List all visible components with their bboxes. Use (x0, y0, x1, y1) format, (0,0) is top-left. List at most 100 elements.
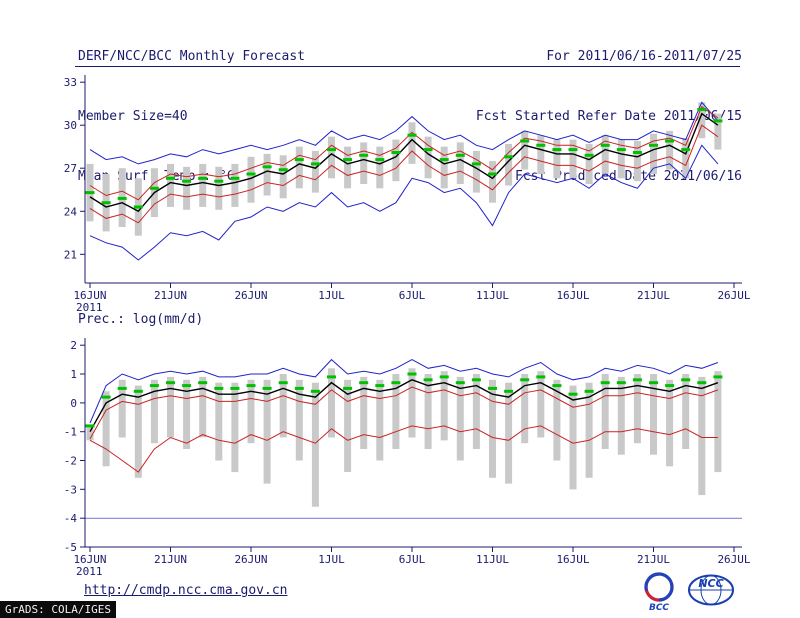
ensemble-spread-bar (360, 376, 368, 449)
ensemble-spread-bar (392, 139, 400, 182)
bcc-logo: BCC (640, 570, 678, 616)
series-p25 (89, 425, 718, 473)
temp-panel: 21 24 27 30 33 16JUN 21JUN 26JUN 1JUL 6JUL 11JUL 16… (64, 75, 751, 314)
ensemble-spread-bar (553, 379, 561, 461)
ensemble-spread-bar (456, 142, 464, 184)
ensemble-spread-bar (489, 161, 496, 203)
ensemble-spread-bar (344, 146, 352, 189)
series-p25 (89, 124, 719, 224)
x-tick-label: 21JUL (637, 289, 670, 302)
y-tick-label: -5 (64, 541, 77, 554)
ensemble-spread-bar (682, 138, 690, 179)
ensemble-spread-bar (666, 379, 674, 467)
y-tick-label: -1 (64, 426, 77, 439)
y-tick-label: -3 (64, 483, 77, 496)
x-tick-label: 26JUL (717, 553, 750, 566)
website-link[interactable]: http://cmdp.ncc.cma.gov.cn (84, 583, 288, 598)
ensemble-spread-bar (360, 142, 368, 184)
x-tick-label: 6JUL (399, 289, 426, 302)
y-tick-label: 0 (70, 397, 77, 410)
series-mean (89, 112, 719, 213)
header-divider (75, 66, 740, 67)
member-size-label: Member Size=40 (78, 109, 188, 124)
y-tick-label: 21 (64, 248, 77, 261)
ensemble-spread-bar (714, 113, 722, 150)
ensemble-spread-bar (118, 379, 126, 438)
ensemble-spread-bar (231, 163, 239, 207)
series-p75 (89, 386, 719, 440)
x-tick-label: 26JUL (717, 289, 750, 302)
y-tick-label: 2 (70, 339, 77, 352)
ensemble-spread-bar (537, 371, 545, 438)
ensemble-spread-bar (328, 136, 335, 179)
ncc-logo: NCC (687, 573, 735, 611)
year-label: 2011 (76, 565, 103, 578)
ncc-logo-label: NCC (698, 577, 723, 590)
ensemble-spread-bar (247, 379, 255, 444)
y-tick-label: -2 (64, 455, 77, 468)
ensemble-spread-bar (569, 385, 577, 490)
series-p75 (89, 105, 719, 201)
refer-date-label: Fcst Started Refer Date 2011/06/15 (475, 109, 742, 124)
ensemble-spread-bar (328, 368, 335, 438)
ensemble-spread-bar (263, 153, 271, 196)
ensemble-spread-bar (505, 382, 513, 484)
ensemble-spread-bar (537, 135, 545, 174)
ensemble-spread-bar (424, 374, 432, 449)
ensemble-spread-bar (617, 139, 625, 179)
x-tick-label: 16JUL (556, 553, 589, 566)
ensemble-spread-bar (311, 382, 319, 507)
ensemble-spread-bar (134, 385, 142, 478)
ensemble-spread-bar (86, 425, 94, 441)
y-tick-label: 33 (64, 76, 77, 89)
ensemble-spread-bar (472, 151, 480, 193)
ensemble-spread-bar (199, 163, 207, 207)
ensemble-spread-bar (601, 374, 609, 449)
ensemble-spread-bar (456, 376, 464, 461)
ensemble-spread-bar (666, 130, 674, 170)
ensemble-spread-bar (183, 379, 191, 449)
ensemble-spread-bar (215, 166, 223, 210)
grads-credit: GrADS: COLA/IGES (0, 601, 116, 618)
ensemble-spread-bar (167, 376, 174, 438)
ensemble-spread-bar (408, 368, 416, 438)
ensemble-spread-bar (505, 143, 513, 186)
ensemble-spread-bar (472, 374, 480, 449)
ensemble-spread-bar (215, 382, 223, 461)
x-tick-label: 16JUL (556, 289, 589, 302)
ensemble-spread-bar (247, 156, 255, 203)
x-tick-label: 11JUL (476, 553, 509, 566)
ensemble-spread-bar (279, 374, 287, 438)
ensemble-spread-bar (585, 382, 593, 478)
x-tick-label: 21JUN (154, 553, 187, 566)
precip-panel-title: Prec.: log(mm/d) (78, 312, 204, 327)
ensemble-spread-bar (279, 155, 287, 199)
y-tick-label: 1 (70, 368, 77, 381)
ensemble-spread-bar (489, 379, 496, 478)
x-tick-label: 26JUN (234, 289, 267, 302)
ensemble-spread-bar (102, 391, 110, 467)
x-tick-label: 1JUL (318, 289, 345, 302)
ensemble-spread-bar (295, 379, 303, 461)
ensemble-spread-bar (698, 102, 706, 139)
x-tick-label: 21JUN (154, 289, 187, 302)
x-tick-label: 26JUN (234, 553, 267, 566)
ensemble-spread-bar (311, 151, 319, 193)
x-tick-label: 21JUL (637, 553, 670, 566)
ensemble-spread-bar (617, 376, 625, 455)
ensemble-spread-bar (633, 141, 641, 182)
ensemble-spread-bar (199, 376, 207, 438)
ensemble-spread-bar (231, 382, 239, 473)
bcc-logo-blue-swirl (644, 572, 674, 602)
ensemble-spread-bar (376, 146, 384, 189)
ensemble-spread-bar (585, 143, 593, 185)
ensemble-spread-bar (440, 146, 448, 189)
ensemble-spread-bar (569, 139, 577, 179)
x-tick-label: 16JUN (73, 553, 106, 566)
ensemble-spread-bar (633, 374, 641, 444)
ensemble-spread-bar (521, 374, 529, 444)
ensemble-spread-bar (376, 379, 384, 461)
ensemble-spread-bar (344, 379, 352, 472)
